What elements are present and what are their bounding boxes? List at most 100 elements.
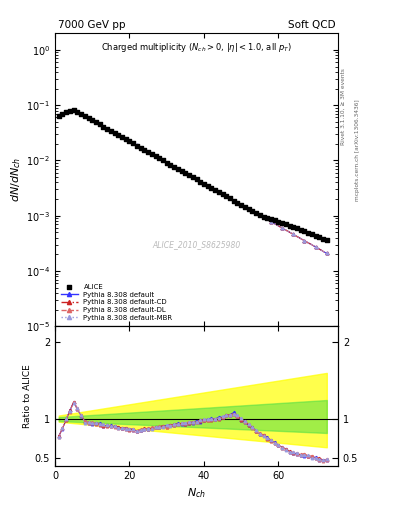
ALICE <box>212 186 218 194</box>
Y-axis label: Ratio to ALICE: Ratio to ALICE <box>23 364 32 428</box>
Pythia 8.308 default-DL <box>283 227 288 233</box>
ALICE <box>67 107 73 115</box>
ALICE <box>70 105 77 114</box>
Pythia 8.308 default-CD <box>120 134 125 140</box>
ALICE <box>223 192 230 200</box>
Pythia 8.308 default <box>302 238 307 244</box>
ALICE <box>286 222 293 230</box>
Pythia 8.308 default-DL <box>56 113 61 119</box>
ALICE <box>152 152 159 160</box>
ALICE <box>167 161 174 169</box>
ALICE <box>231 197 237 205</box>
ALICE <box>290 223 296 231</box>
Pythia 8.308 default-MBR <box>194 176 199 182</box>
ALICE <box>182 169 189 177</box>
ALICE <box>82 112 88 120</box>
ALICE <box>208 184 215 192</box>
ALICE <box>175 165 181 173</box>
ALICE <box>186 171 192 179</box>
ALICE <box>242 203 248 211</box>
Pythia 8.308 default-DL <box>149 151 154 157</box>
Pythia 8.308 default <box>325 250 329 257</box>
Pythia 8.308 default-DL <box>325 250 329 257</box>
ALICE <box>108 126 114 135</box>
Pythia 8.308 default-DL <box>291 231 296 238</box>
ALICE <box>119 133 125 141</box>
ALICE <box>134 141 140 150</box>
ALICE <box>141 146 147 154</box>
ALICE <box>85 114 92 122</box>
ALICE <box>301 227 308 236</box>
ALICE <box>100 122 107 131</box>
Pythia 8.308 default-CD <box>194 176 199 182</box>
ALICE <box>219 190 226 198</box>
ALICE <box>115 131 121 139</box>
Pythia 8.308 default-CD <box>149 151 154 157</box>
ALICE <box>305 229 311 237</box>
ALICE <box>63 109 69 117</box>
Line: Pythia 8.308 default: Pythia 8.308 default <box>57 109 328 255</box>
ALICE <box>316 233 323 241</box>
Pythia 8.308 default-CD <box>283 227 288 233</box>
ALICE <box>261 212 267 221</box>
ALICE <box>283 220 289 228</box>
ALICE <box>130 139 136 147</box>
Pythia 8.308 default <box>283 227 288 233</box>
Pythia 8.308 default <box>120 134 125 140</box>
ALICE <box>138 144 144 152</box>
ALICE <box>123 135 129 143</box>
ALICE <box>201 180 207 188</box>
ALICE <box>257 211 263 220</box>
Pythia 8.308 default <box>71 106 76 113</box>
ALICE <box>253 209 259 217</box>
Pythia 8.308 default-CD <box>56 113 61 119</box>
ALICE <box>55 112 62 120</box>
Pythia 8.308 default-DL <box>71 106 76 113</box>
ALICE <box>126 137 132 145</box>
Line: Pythia 8.308 default-DL: Pythia 8.308 default-DL <box>57 108 328 254</box>
Pythia 8.308 default-CD <box>302 238 307 244</box>
ALICE <box>264 214 270 222</box>
Pythia 8.308 default-MBR <box>71 106 76 113</box>
Pythia 8.308 default-MBR <box>283 227 288 233</box>
Text: Charged multiplicity ($N_{ch}>0$, $|\eta|<1.0$, all $p_T$): Charged multiplicity ($N_{ch}>0$, $|\eta… <box>101 40 292 54</box>
Y-axis label: $dN/dN_{ch}$: $dN/dN_{ch}$ <box>9 157 23 202</box>
Pythia 8.308 default-DL <box>120 134 125 140</box>
Pythia 8.308 default <box>194 176 199 182</box>
ALICE <box>312 231 319 240</box>
ALICE <box>93 118 99 126</box>
ALICE <box>249 207 255 215</box>
Pythia 8.308 default <box>149 151 154 157</box>
Text: Soft QCD: Soft QCD <box>288 20 335 30</box>
Text: mcplots.cern.ch [arXiv:1306.3436]: mcplots.cern.ch [arXiv:1306.3436] <box>355 100 360 201</box>
Text: 7000 GeV pp: 7000 GeV pp <box>58 20 125 30</box>
Pythia 8.308 default-CD <box>325 250 329 257</box>
ALICE <box>171 163 177 171</box>
ALICE <box>275 218 281 226</box>
ALICE <box>294 224 300 232</box>
ALICE <box>97 120 103 129</box>
ALICE <box>234 199 241 207</box>
ALICE <box>78 110 84 118</box>
Pythia 8.308 default-CD <box>71 106 76 113</box>
Pythia 8.308 default-MBR <box>302 238 307 244</box>
ALICE <box>163 158 170 166</box>
ALICE <box>238 201 244 209</box>
ALICE <box>246 205 252 213</box>
Pythia 8.308 default-CD <box>291 231 296 238</box>
ALICE <box>59 110 66 118</box>
ALICE <box>89 116 95 124</box>
Line: Pythia 8.308 default-CD: Pythia 8.308 default-CD <box>57 109 328 255</box>
ALICE <box>197 178 203 186</box>
ALICE <box>190 173 196 181</box>
Pythia 8.308 default-MBR <box>149 151 154 157</box>
ALICE <box>324 236 330 244</box>
ALICE <box>279 219 285 227</box>
ALICE <box>104 124 110 133</box>
Pythia 8.308 default-DL <box>194 176 199 182</box>
ALICE <box>216 188 222 196</box>
Text: Rivet 3.1.10, ≥ 3M events: Rivet 3.1.10, ≥ 3M events <box>341 68 346 145</box>
ALICE <box>272 216 278 224</box>
Pythia 8.308 default-MBR <box>291 231 296 238</box>
ALICE <box>320 234 326 243</box>
